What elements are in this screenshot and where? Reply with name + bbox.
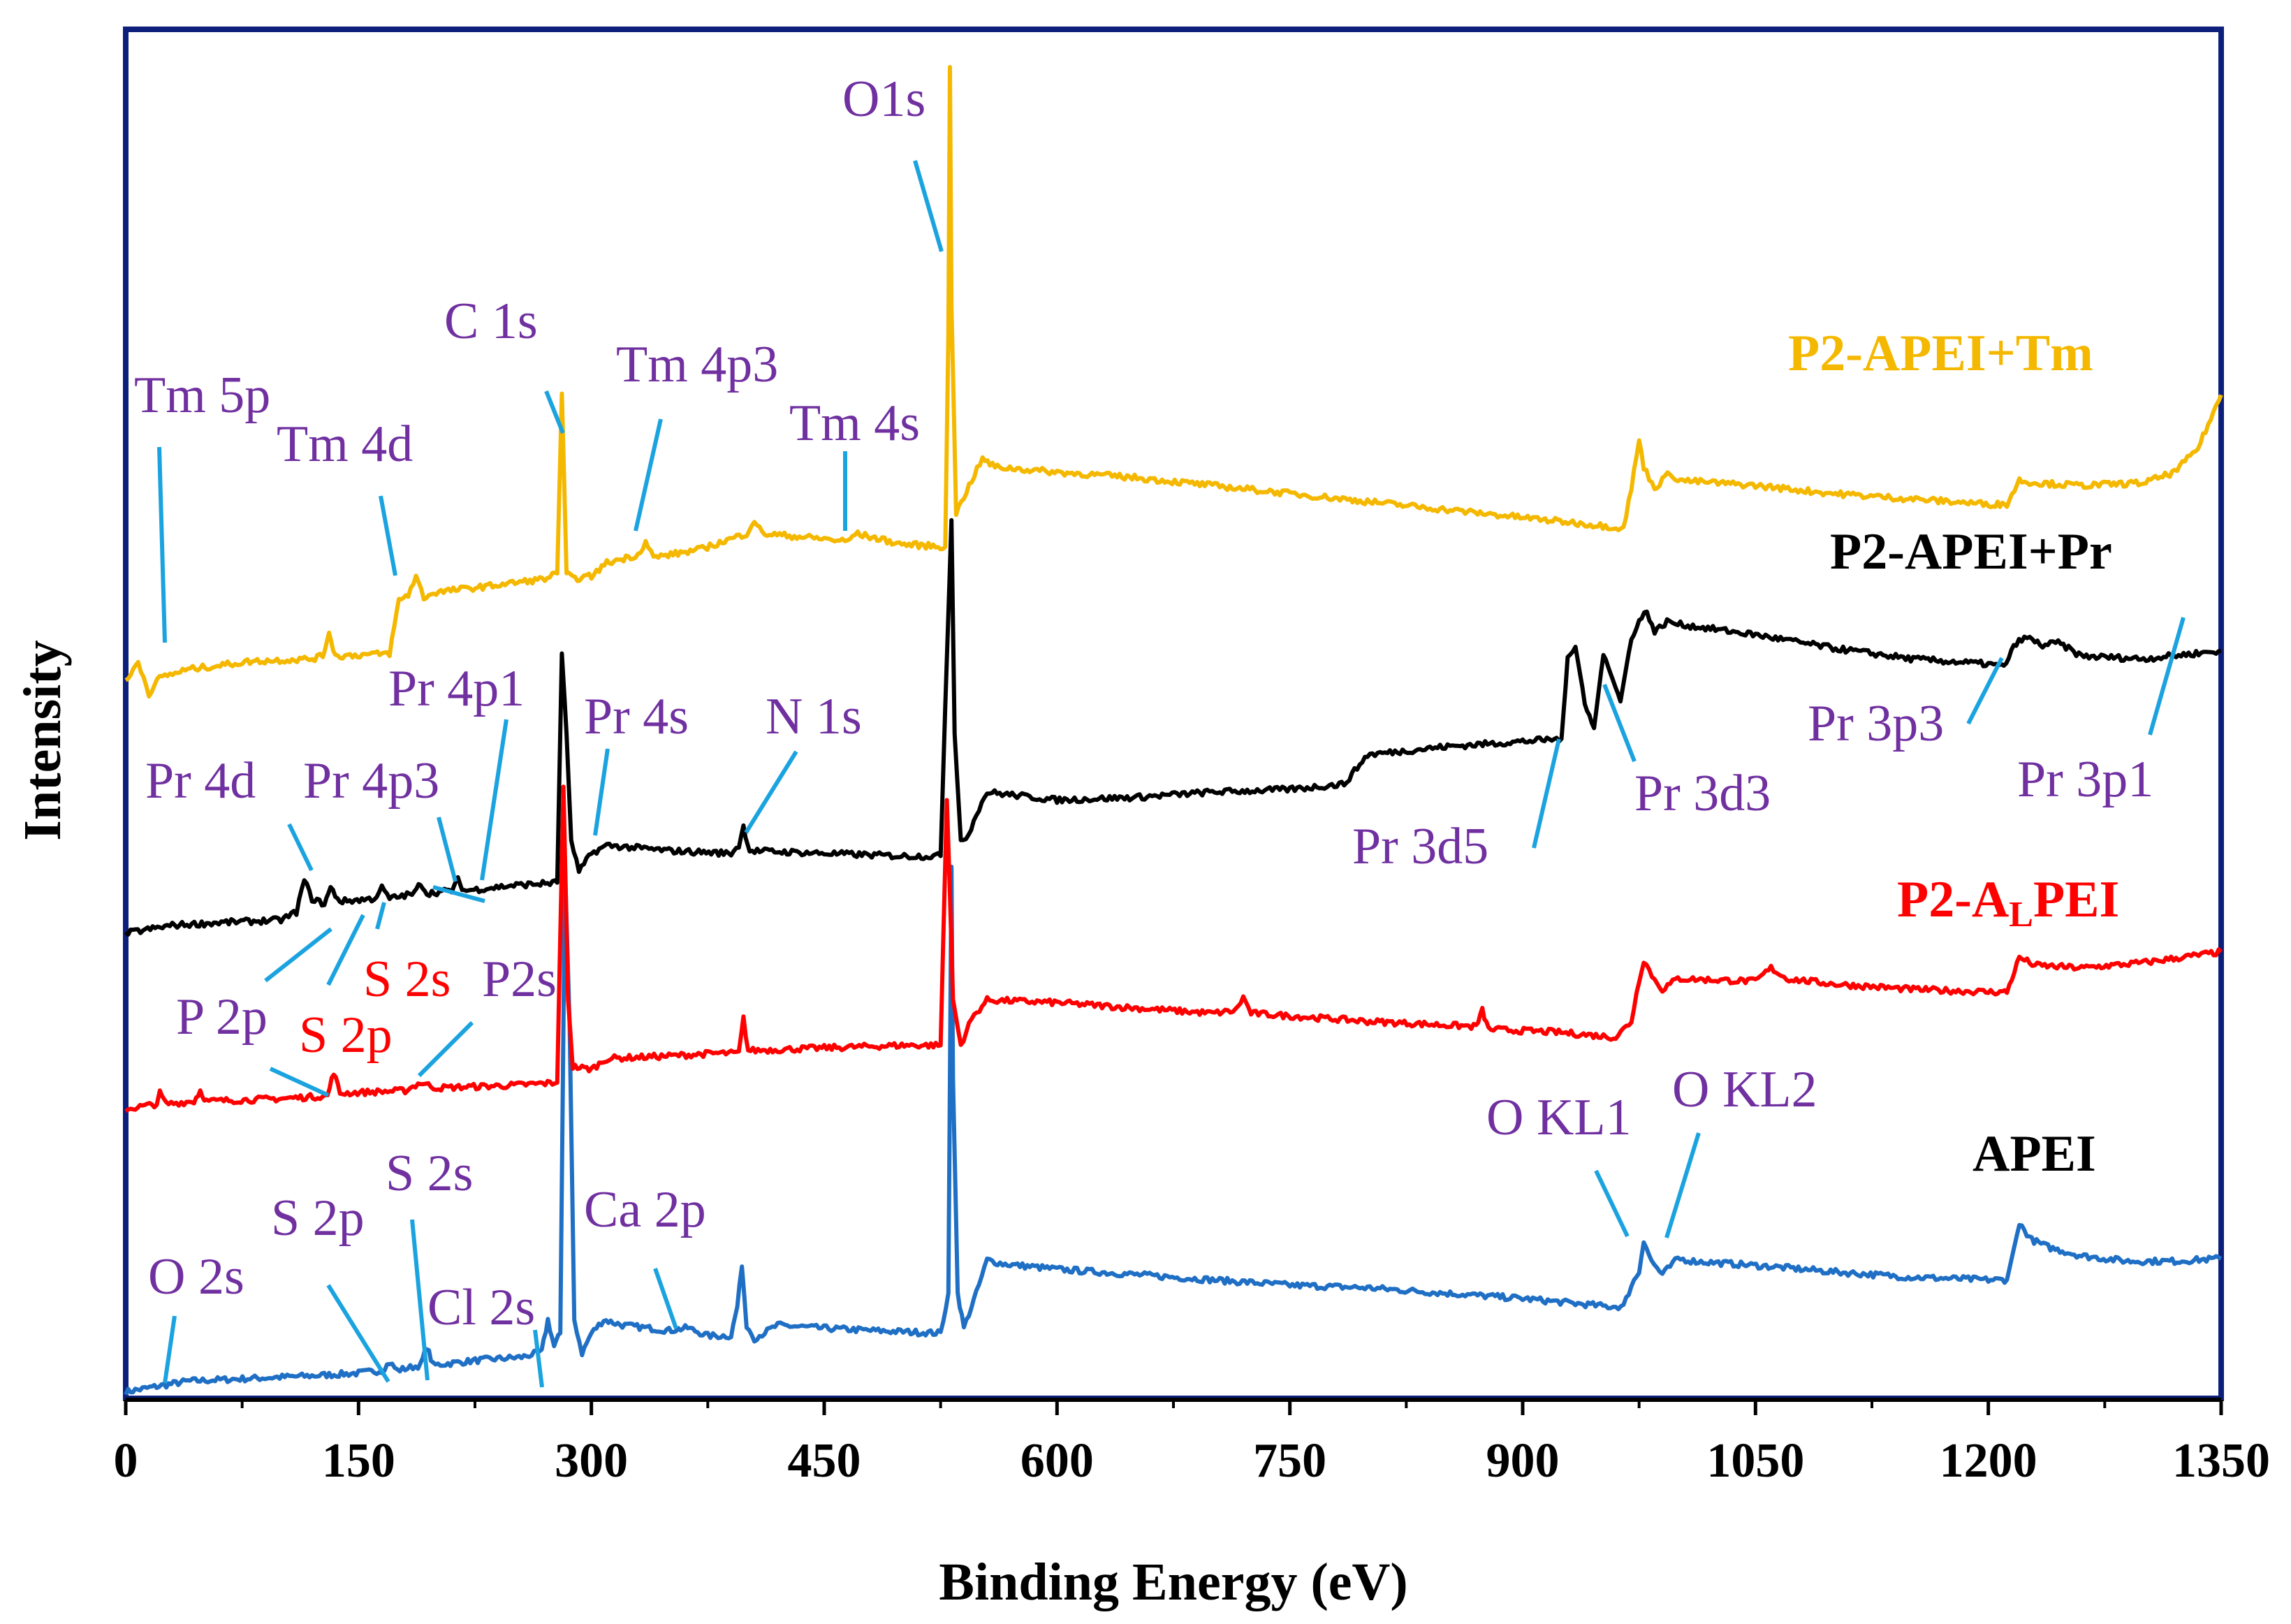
series-line-apei xyxy=(124,864,2223,1396)
peak-leader-line xyxy=(653,1268,678,1329)
peak-leader-line xyxy=(437,817,458,882)
leader-line-layer xyxy=(157,160,2186,1388)
peak-label-pr-4d: Pr 4d xyxy=(145,752,256,810)
peak-label-p-2p: P 2p xyxy=(176,988,268,1046)
peak-label-tm-4s: Tm 4s xyxy=(789,395,920,452)
x-axis-title: Binding Energy (eV) xyxy=(939,1553,1407,1611)
x-tick-label: 1200 xyxy=(1940,1434,2037,1488)
peak-label-tm-5p: Tm 5p xyxy=(134,367,270,424)
peak-leader-line xyxy=(163,1315,177,1384)
peak-label-s-2p: S 2p xyxy=(271,1190,365,1247)
peak-leader-line xyxy=(432,885,485,903)
peak-leader-line xyxy=(417,1021,474,1078)
peak-leader-line xyxy=(913,160,944,252)
peak-leader-line xyxy=(593,748,610,836)
peak-label-red-s-2p: S 2p xyxy=(299,1007,393,1064)
x-tick-label: 0 xyxy=(114,1434,138,1488)
peak-label-ca-2p: Ca 2p xyxy=(584,1181,706,1238)
series-label-al: P2-ALPEI xyxy=(1897,871,2119,935)
peak-label-pr-3d5: Pr 3d5 xyxy=(1352,818,1488,875)
peak-label-p2s: P2s xyxy=(482,951,557,1008)
peak-label-n1s: N 1s xyxy=(766,688,862,745)
x-tick-label: 1350 xyxy=(2172,1434,2270,1488)
peak-leader-line xyxy=(1532,738,1561,849)
peak-leader-line xyxy=(1966,657,2004,725)
series-label-al-subscript: L xyxy=(2009,895,2033,935)
peak-leader-line xyxy=(264,927,332,983)
peak-label-pr-4s: Pr 4s xyxy=(584,688,689,745)
peak-label-o1s: O1s xyxy=(842,71,925,128)
x-tick-label: 600 xyxy=(1020,1434,1094,1488)
peak-label-red-s-2s: S 2s xyxy=(363,951,451,1008)
peak-label-pr-3p1: Pr 3p1 xyxy=(2017,751,2153,808)
peak-label-cl-2s: Cl 2s xyxy=(427,1279,535,1336)
peak-label-o-kl2: O KL2 xyxy=(1672,1061,1817,1118)
peak-leader-line xyxy=(375,902,386,930)
peak-leader-line xyxy=(544,390,565,434)
peak-leader-line xyxy=(1664,1132,1701,1238)
peak-label-o-kl1: O KL1 xyxy=(1486,1089,1632,1146)
series-label-al-main: P2-A xyxy=(1897,871,2009,928)
series-line-p2-apei-tm xyxy=(124,65,2223,698)
peak-leader-line xyxy=(410,1219,430,1381)
peak-label-s-2s: S 2s xyxy=(386,1145,473,1202)
peak-leader-line xyxy=(379,495,397,576)
series-layer xyxy=(124,65,2223,1396)
peak-leader-line xyxy=(634,418,663,532)
peak-leader-line xyxy=(326,1284,390,1383)
series-line-p2-alpei xyxy=(124,784,2223,1113)
peak-label-pr-4p1: Pr 4p1 xyxy=(388,660,525,717)
peak-label-tm-4p3: Tm 4p3 xyxy=(616,336,778,393)
peak-leader-line xyxy=(1594,1169,1630,1238)
peak-label-tm-4d: Tm 4d xyxy=(277,416,413,473)
peak-leader-line xyxy=(287,823,314,872)
series-label-tm: P2-APEI+Tm xyxy=(1788,325,2093,382)
peak-leader-line xyxy=(1602,683,1637,763)
peak-leader-line xyxy=(2148,617,2186,736)
x-tick-label: 150 xyxy=(322,1434,395,1488)
peak-leader-line xyxy=(269,1067,330,1097)
x-tick-label: 750 xyxy=(1253,1434,1326,1488)
peak-label-pr-3d3: Pr 3d3 xyxy=(1634,765,1771,822)
x-tick-label: 300 xyxy=(555,1434,628,1488)
peak-label-c1s: C 1s xyxy=(444,293,538,350)
peak-label-o-2s: O 2s xyxy=(148,1248,244,1305)
series-label-pr: P2-APEI+Pr xyxy=(1830,523,2112,580)
peak-label-pr-3p3: Pr 3p3 xyxy=(1808,695,1944,752)
peak-leader-line xyxy=(533,1329,544,1388)
x-tick-label: 1050 xyxy=(1706,1434,1804,1488)
peak-leader-line xyxy=(157,446,167,643)
peak-leader-line xyxy=(326,914,365,986)
x-tick-layer: 0 150 300 450 600 750 900 1050 1200 1350 xyxy=(114,1400,2270,1488)
y-axis-title: Intensity xyxy=(13,640,72,840)
peak-leader-line xyxy=(744,750,798,834)
peak-leader-line xyxy=(480,719,508,881)
series-line-p2-apei-pr xyxy=(124,518,2222,937)
x-tick-label: 900 xyxy=(1486,1434,1560,1488)
series-label-al-tail: PEI xyxy=(2033,871,2119,928)
x-tick-label: 450 xyxy=(788,1434,861,1488)
series-label-apei: APEI xyxy=(1972,1125,2096,1183)
peak-label-pr-4p3: Pr 4p3 xyxy=(303,752,439,810)
